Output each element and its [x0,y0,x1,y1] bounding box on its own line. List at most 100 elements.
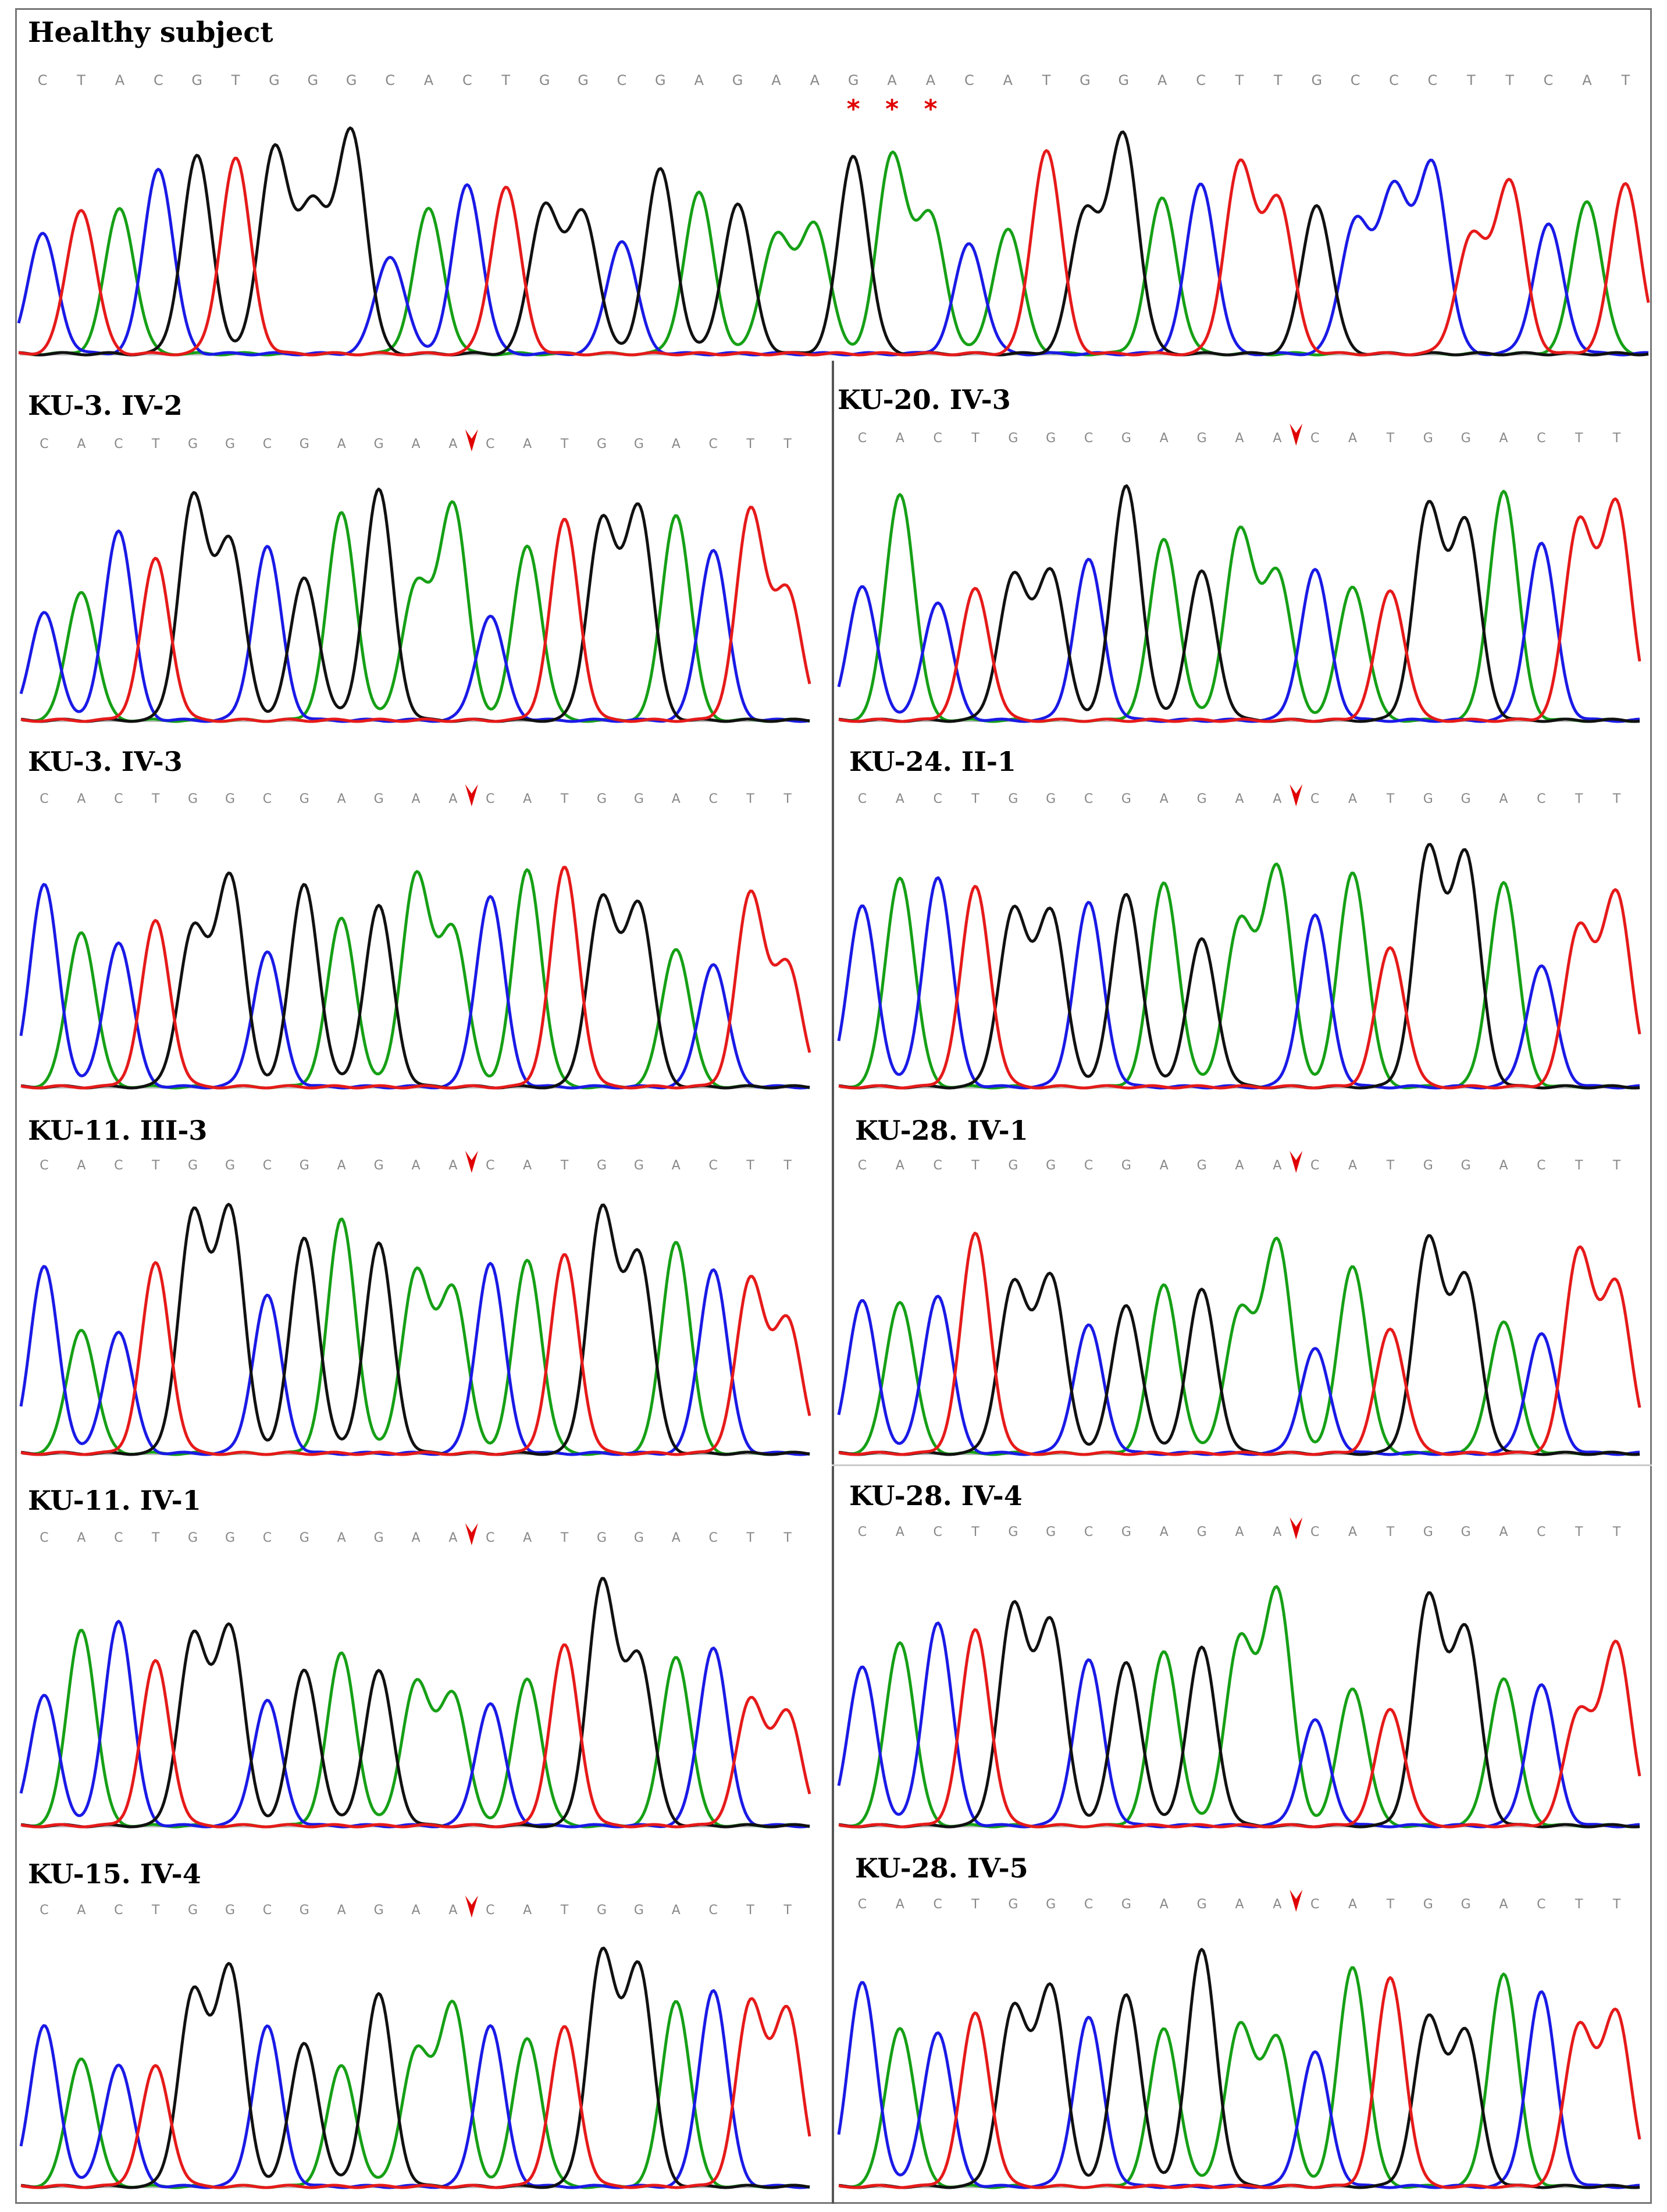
seq-letter: A [1273,1897,1281,1912]
seq-letter: C [114,792,123,806]
seq-letter: G [1121,431,1131,446]
seq-letter: A [896,1897,904,1912]
seq-letter: A [411,1531,420,1545]
adenine-trace [20,868,810,1090]
seq-letter: C [1310,431,1319,446]
seq-letter: A [1499,1158,1508,1173]
seq-letter: T [1386,431,1395,446]
seq-letter: C [1310,1158,1319,1173]
seq-letter: G [1461,431,1471,446]
seq-letter: T [1235,72,1244,88]
seq-letter: C [385,72,395,88]
seq-letter: A [672,792,681,806]
seq-letter: A [1157,72,1167,88]
seq-letter: C [933,792,942,806]
thymine-trace [838,1628,1641,1829]
seq-letter: C [1428,72,1438,88]
seq-letter: A [1160,1158,1169,1173]
seq-letter: G [225,1158,235,1173]
seq-letter: C [114,1903,123,1918]
seq-letter: C [1537,792,1545,806]
seq-letter: G [188,1903,198,1918]
seq-letter: C [1084,792,1093,806]
seq-letter: G [1461,792,1471,806]
thymine-trace [20,1253,811,1456]
seq-letter: A [1160,792,1169,806]
mutation-star-icon: * [885,94,899,124]
seq-letter: T [560,1158,569,1173]
seq-letter: A [77,1903,86,1918]
seq-letter: C [1310,1525,1319,1539]
seq-letter: A [896,1158,904,1173]
guanine-trace [20,1203,810,1456]
seq-letter: T [151,437,160,451]
panel-title: KU-11. IV-1 [28,1485,201,1516]
seq-letter: G [1197,792,1207,806]
seq-letter: C [858,431,867,446]
thymine-trace [20,1643,811,1829]
panel-title: KU-11. III-3 [28,1115,208,1146]
seq-letter: G [1461,1158,1471,1173]
guanine-trace [20,488,810,723]
seq-letter: C [38,72,48,88]
seq-letter: C [486,437,494,451]
seq-letter: C [1537,1897,1545,1912]
seq-letter: T [1575,1525,1583,1539]
seq-letter: G [374,1531,384,1545]
seq-letter: A [448,1903,457,1918]
seq-letter: G [1121,1525,1131,1539]
seq-letter: A [1160,1897,1169,1912]
panel-title: KU-28. IV-4 [849,1480,1023,1512]
seq-letter: A [1273,1525,1281,1539]
seq-letter: G [1197,1525,1207,1539]
seq-letter: T [1386,792,1395,806]
adenine-trace [20,500,810,723]
seq-letter: T [783,792,792,806]
seq-letter: A [771,72,781,88]
seq-letter: A [1499,792,1508,806]
seq-letter: C [1537,1525,1545,1539]
seq-letter: A [448,1531,457,1545]
seq-letter: C [933,1158,942,1173]
seq-letter: A [77,792,86,806]
adenine-trace [838,862,1640,1090]
thymine-trace [20,506,811,723]
deletion-marker-icon [1290,1517,1303,1539]
seq-letter: T [746,1531,754,1545]
seq-letter: T [1386,1525,1395,1539]
seq-letter: C [933,431,942,446]
seq-letter: T [783,1531,792,1545]
seq-letter: A [1235,1525,1244,1539]
seq-letter: C [858,1158,867,1173]
seq-letter: T [560,1531,569,1545]
seq-letter: G [1008,1897,1018,1912]
seq-letter: G [1197,1158,1207,1173]
seq-letter: C [40,437,48,451]
chromatogram-panel-ku28-iv1: KU-28. IV-1 C A C T G G C G A G A A C A T G G A C T T [837,1105,1652,1466]
seq-letter: G [300,1531,309,1545]
seq-letter: A [896,1525,904,1539]
seq-letter: A [1235,1158,1244,1173]
seq-letter: G [1423,431,1433,446]
seq-letter: G [597,1158,607,1173]
seq-letter: G [1423,792,1433,806]
seq-letter: G [1008,1525,1018,1539]
seq-letter: G [1311,72,1322,88]
seq-letter: G [374,437,384,451]
chromatogram-panel-ku15-iv4: KU-15. IV-4 C A C T G G C G A G A A C A T G G A C T T [19,1850,822,2199]
seq-letter: A [337,1158,346,1173]
seq-letter: C [1084,1897,1093,1912]
seq-letter: T [1386,1158,1395,1173]
seq-letter: A [672,437,681,451]
seq-letter: G [1008,1158,1018,1173]
seq-letter: T [1612,1525,1621,1539]
seq-letter: G [1197,431,1207,446]
panel-title: KU-3. IV-2 [28,390,183,421]
seq-letter: T [1273,72,1283,88]
seq-letter: C [263,437,272,451]
panel-title: Healthy subject [28,16,273,49]
mutation-star-icon: * [847,94,860,124]
chromatogram-panel-ku24-ii1: KU-24. II-1 C A C T G G C G A G A A C A T G G A C T T [837,739,1652,1100]
seq-letter: T [783,1903,792,1918]
